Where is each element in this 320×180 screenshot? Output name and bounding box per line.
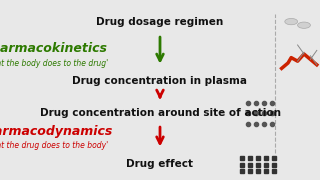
Text: Drug concentration in plasma: Drug concentration in plasma	[73, 76, 247, 86]
Text: Pharmacokinetics: Pharmacokinetics	[0, 42, 107, 55]
Text: 'What the drug does to the body': 'What the drug does to the body'	[0, 141, 108, 150]
Ellipse shape	[298, 22, 310, 28]
Text: Drug effect: Drug effect	[126, 159, 194, 169]
Text: 🩸: 🩸	[292, 49, 303, 67]
Text: Drug concentration around site of action: Drug concentration around site of action	[39, 108, 281, 118]
Text: 'What the body does to the drug': 'What the body does to the drug'	[0, 58, 108, 68]
Text: Pharmacodynamics: Pharmacodynamics	[0, 125, 113, 138]
Text: Drug dosage regimen: Drug dosage regimen	[96, 17, 224, 27]
Ellipse shape	[285, 18, 298, 25]
